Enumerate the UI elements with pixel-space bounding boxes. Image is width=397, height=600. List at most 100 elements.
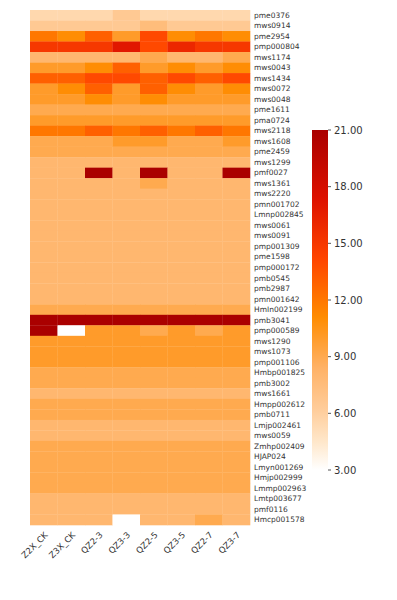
heatmap-cell	[168, 220, 196, 231]
heatmap-cell	[113, 294, 141, 305]
heatmap-cell	[223, 346, 251, 357]
heatmap-cell	[140, 94, 168, 105]
heatmap-cell	[195, 273, 223, 284]
heatmap-cell	[58, 42, 86, 53]
heatmap-cell	[140, 378, 168, 389]
heatmap-cell	[223, 388, 251, 399]
heatmap-cell	[58, 420, 86, 431]
heatmap-cell	[85, 210, 113, 221]
heatmap-cell	[30, 220, 58, 231]
row-label: pmn001642	[254, 295, 300, 304]
heatmap-cell	[85, 357, 113, 368]
heatmap-cell	[30, 21, 58, 32]
row-label: mws1434	[254, 74, 291, 83]
heatmap-cell	[223, 168, 251, 179]
heatmap-cell	[30, 63, 58, 74]
heatmap-cell	[85, 94, 113, 105]
heatmap-cell	[58, 493, 86, 504]
heatmap-cell	[168, 105, 196, 116]
heatmap-cell	[85, 462, 113, 473]
heatmap-cell	[58, 126, 86, 137]
row-label: mws1661	[254, 389, 291, 398]
colorbar: 3.006.009.0012.0015.0018.0021.00	[312, 125, 363, 476]
heatmap-cell	[195, 157, 223, 168]
heatmap-cell	[140, 315, 168, 326]
heatmap-cell	[58, 336, 86, 347]
heatmap-cell	[85, 315, 113, 326]
heatmap-cell	[85, 147, 113, 158]
column-labels: Z2X_CKZ3X_CKQZ2-3QZ3-3QZ2-5QZ3-5QZ2-7QZ3…	[19, 530, 242, 561]
heatmap-cell	[140, 357, 168, 368]
heatmap-cell	[58, 168, 86, 179]
heatmap-cell	[168, 73, 196, 84]
row-label: Hmpp002612	[254, 400, 305, 409]
row-label: Lmjp002461	[254, 421, 301, 430]
heatmap-cell	[58, 399, 86, 410]
heatmap-cell	[140, 346, 168, 357]
heatmap-cell	[113, 105, 141, 116]
heatmap-cell	[223, 294, 251, 305]
row-label: pmb0545	[254, 274, 290, 283]
heatmap-cell	[85, 388, 113, 399]
heatmap-cell	[223, 420, 251, 431]
heatmap-cell	[168, 189, 196, 200]
heatmap-cell	[195, 462, 223, 473]
heatmap-cell	[58, 147, 86, 158]
heatmap-cell	[58, 241, 86, 252]
heatmap-cell	[85, 157, 113, 168]
heatmap-cell	[195, 147, 223, 158]
heatmap-cell	[195, 136, 223, 147]
heatmap-cell	[168, 325, 196, 336]
heatmap-cell	[223, 514, 251, 525]
heatmap-cell	[195, 199, 223, 210]
heatmap-cell	[195, 294, 223, 305]
heatmap-cell	[58, 199, 86, 210]
heatmap-cell	[168, 483, 196, 494]
heatmap-cell	[140, 73, 168, 84]
heatmap-cell	[195, 493, 223, 504]
heatmap-cell	[30, 346, 58, 357]
heatmap-cell	[140, 241, 168, 252]
heatmap-cell	[195, 388, 223, 399]
heatmap-cell	[58, 262, 86, 273]
heatmap-cell	[168, 126, 196, 137]
heatmap-cell	[30, 462, 58, 473]
column-label: QZ3-5	[161, 530, 187, 556]
heatmap-cell	[140, 462, 168, 473]
heatmap-cell	[30, 126, 58, 137]
heatmap-cell	[30, 273, 58, 284]
heatmap-cell	[140, 273, 168, 284]
heatmap-cell	[113, 273, 141, 284]
heatmap-cell	[85, 21, 113, 32]
heatmap-cell	[85, 472, 113, 483]
row-label: mws0914	[254, 21, 291, 30]
row-label: pmf0027	[254, 168, 288, 177]
heatmap-cell	[168, 136, 196, 147]
row-label: pme1611	[254, 105, 290, 114]
heatmap-cell	[223, 199, 251, 210]
heatmap-cell	[58, 210, 86, 221]
heatmap-cell	[30, 483, 58, 494]
row-label: mws2118	[254, 126, 291, 135]
heatmap-cell	[113, 31, 141, 42]
heatmap-cell	[140, 157, 168, 168]
heatmap-cell	[85, 31, 113, 42]
heatmap-cell	[30, 189, 58, 200]
colorbar-tick	[328, 300, 331, 301]
heatmap-cell	[30, 283, 58, 294]
row-label: mws0091	[254, 231, 291, 240]
heatmap-cell	[223, 31, 251, 42]
row-label: Hmcp001578	[254, 515, 305, 524]
heatmap-cell	[113, 399, 141, 410]
heatmap-cell	[223, 262, 251, 273]
heatmap-cell	[30, 147, 58, 158]
heatmap-cell	[113, 504, 141, 515]
row-label: mws0072	[254, 84, 291, 93]
heatmap-cell	[85, 514, 113, 525]
heatmap-cell	[168, 388, 196, 399]
heatmap-cell	[113, 283, 141, 294]
heatmap-cell	[85, 42, 113, 53]
heatmap-cell	[85, 10, 113, 21]
heatmap-cell	[113, 115, 141, 126]
heatmap-cell	[85, 84, 113, 95]
